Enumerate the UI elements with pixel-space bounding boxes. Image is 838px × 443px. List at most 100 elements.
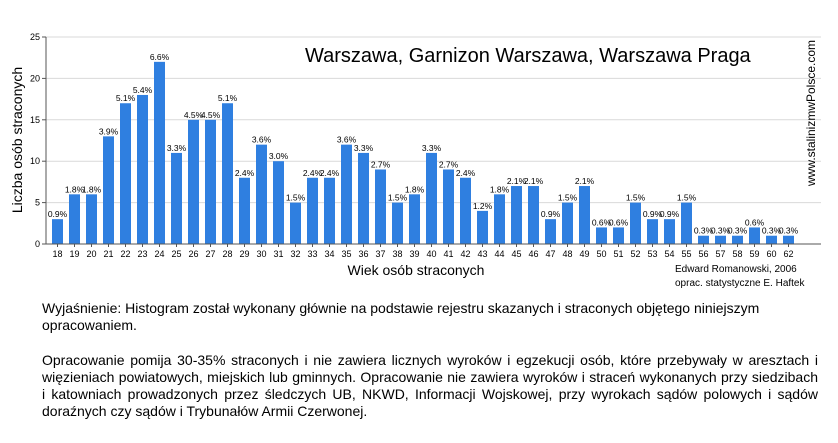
x-tick-label: 54 (664, 249, 674, 259)
bar-data-label: 0.3% (762, 226, 782, 236)
x-tick-label: 50 (596, 249, 606, 259)
bar (341, 144, 352, 244)
bar (426, 152, 437, 244)
x-tick-label: 33 (307, 249, 317, 259)
x-tick-label: 31 (273, 249, 283, 259)
bar-data-label: 1.5% (286, 193, 306, 203)
bar-data-label: 1.8% (65, 184, 85, 194)
bar-data-label: 0.9% (48, 209, 68, 219)
bar-data-label: 3.0% (269, 151, 289, 161)
x-tick-label: 28 (222, 249, 232, 259)
bar (256, 144, 267, 244)
bar-data-label: 0.3% (728, 226, 748, 236)
x-tick-label: 56 (698, 249, 708, 259)
bar (52, 219, 63, 244)
bar (783, 235, 794, 244)
x-tick-label: 44 (494, 249, 504, 259)
bar (137, 94, 148, 245)
bar-data-label: 2.1% (575, 176, 595, 186)
bar-data-label: 3.9% (99, 126, 119, 136)
bar-data-label: 2.7% (371, 159, 391, 169)
bar-data-label: 0.6% (609, 217, 629, 227)
bar (69, 194, 80, 244)
bar (732, 235, 743, 244)
x-tick-label: 48 (562, 249, 572, 259)
bar (630, 202, 641, 244)
bar-data-label: 1.8% (405, 184, 425, 194)
bar-data-label: 1.8% (490, 184, 510, 194)
bar (494, 194, 505, 244)
bar-data-label: 0.6% (592, 217, 612, 227)
x-tick-label: 59 (749, 249, 759, 259)
x-tick-label: 57 (715, 249, 725, 259)
bar (154, 61, 165, 245)
x-tick-label: 58 (732, 249, 742, 259)
bar-data-label: 2.4% (303, 168, 323, 178)
explanation-paragraph-2: Opracowanie pomija 30-35% straconych i n… (42, 352, 818, 419)
x-axis-label: Wiek osób straconych (348, 262, 485, 278)
x-tick-label: 47 (545, 249, 555, 259)
x-tick-label: 53 (647, 249, 657, 259)
x-tick-label: 24 (154, 249, 164, 259)
bar-data-label: 3.3% (167, 143, 187, 153)
bar (290, 202, 301, 244)
bar (222, 103, 233, 245)
bar-data-label: 1.5% (388, 193, 408, 203)
bar (528, 186, 539, 244)
bar-data-label: 0.3% (694, 226, 714, 236)
bar-data-label: 1.5% (677, 193, 697, 203)
bar (188, 119, 199, 244)
y-tick-label: 5 (35, 198, 40, 208)
bar-data-label: 0.6% (745, 217, 765, 227)
bar-data-label: 4.5% (201, 110, 221, 120)
bar (239, 177, 250, 244)
bar-data-label: 2.7% (439, 159, 459, 169)
x-tick-label: 22 (120, 249, 130, 259)
bar-data-label: 2.4% (456, 168, 476, 178)
bar-data-label: 0.3% (711, 226, 731, 236)
bar-data-label: 5.4% (133, 85, 153, 95)
x-tick-label: 55 (681, 249, 691, 259)
data-labels: 0.9%1.8%1.8%3.9%5.1%5.4%6.6%3.3%4.5%4.5%… (48, 52, 799, 236)
bar (375, 169, 386, 244)
x-tick-label: 21 (103, 249, 113, 259)
x-tick-label: 27 (205, 249, 215, 259)
credit-statistics: oprac. statystyczne E. Haftek (675, 278, 805, 289)
bar (358, 152, 369, 244)
bar-data-label: 0.9% (541, 209, 561, 219)
x-tick-label: 26 (188, 249, 198, 259)
x-tick-label: 42 (460, 249, 470, 259)
x-tick-label: 35 (341, 249, 351, 259)
x-tick-label: 30 (256, 249, 266, 259)
bar (171, 152, 182, 244)
bar-data-label: 3.3% (354, 143, 374, 153)
bar-data-label: 2.1% (524, 176, 544, 186)
x-tick-label: 43 (477, 249, 487, 259)
bar (647, 219, 658, 244)
bar-data-label: 1.5% (558, 193, 578, 203)
bar-data-label: 1.5% (626, 193, 646, 203)
y-tick-label: 20 (30, 73, 40, 83)
bar (443, 169, 454, 244)
bar-data-label: 2.1% (507, 176, 527, 186)
credit-author: Edward Romanowski, 2006 (675, 264, 797, 275)
bar-data-label: 1.8% (82, 184, 102, 194)
bar (698, 235, 709, 244)
bar (324, 177, 335, 244)
bar-data-label: 0.9% (660, 209, 680, 219)
bar (749, 227, 760, 244)
watermark-url: www.stalinizmwPolsce.com (804, 40, 818, 187)
bar (545, 219, 556, 244)
x-tick-label: 41 (443, 249, 453, 259)
bar-data-label: 5.1% (218, 93, 238, 103)
bar (86, 194, 97, 244)
bar (120, 103, 131, 245)
x-tick-label: 25 (171, 249, 181, 259)
bar (715, 235, 726, 244)
x-tick-label: 19 (69, 249, 79, 259)
x-tick-label: 29 (239, 249, 249, 259)
bar (460, 177, 471, 244)
bar (103, 136, 114, 244)
bar (596, 227, 607, 244)
